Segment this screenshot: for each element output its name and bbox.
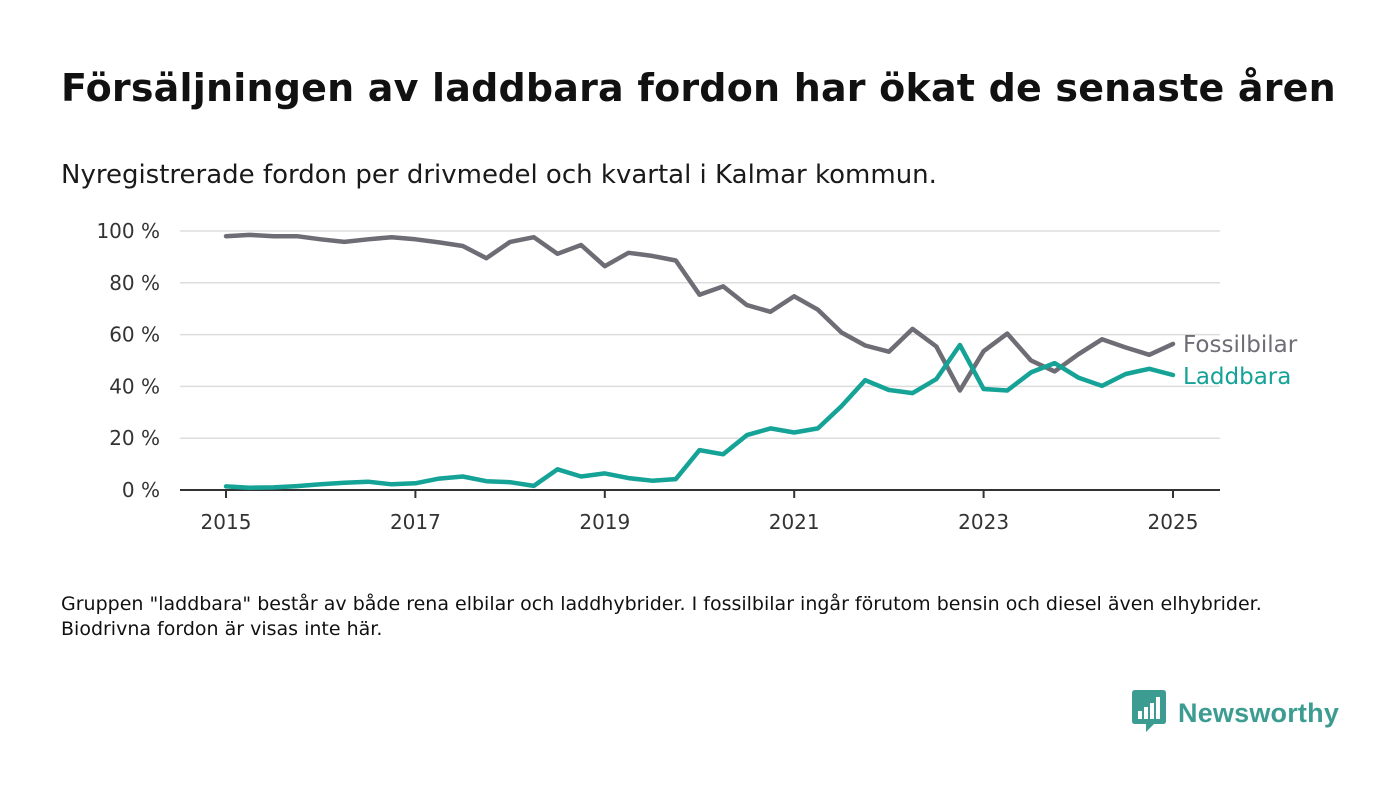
- series-label-fossilbilar: Fossilbilar: [1183, 332, 1298, 358]
- y-tick-label: 80 %: [109, 271, 160, 295]
- line-chart: 0 % 20 % 40 % 60 % 80 % 100 % 2015 2017 2019 202…: [96, 219, 1298, 534]
- y-tick-label: 100 %: [96, 219, 160, 243]
- x-tick-label: 2025: [1148, 510, 1199, 534]
- y-axis-ticks: 0 % 20 % 40 % 60 % 80 % 100 %: [96, 219, 160, 502]
- y-tick-label: 60 %: [109, 323, 160, 347]
- y-tick-label: 40 %: [109, 374, 160, 398]
- x-tick-label: 2019: [579, 510, 630, 534]
- y-tick-label: 0 %: [122, 478, 160, 502]
- x-tick-label: 2015: [201, 510, 252, 534]
- newsworthy-chat-bar-icon: [1132, 690, 1166, 736]
- x-tick-label: 2023: [958, 510, 1009, 534]
- series-line-laddbara: [223, 342, 1176, 490]
- x-axis-ticks: 2015 2017 2019 2021 2023 2025: [201, 490, 1199, 534]
- gridlines: [180, 230, 1220, 439]
- series-lines: [223, 232, 1176, 490]
- chart-subtitle: Nyregistrerade fordon per drivmedel och …: [61, 160, 937, 190]
- series-line-fossilbilar: [223, 232, 1176, 393]
- series-labels: Fossilbilar Laddbara: [1183, 332, 1298, 390]
- brand-name: Newsworthy: [1178, 697, 1340, 728]
- chart-footnote: Gruppen "laddbara" består av både rena e…: [61, 593, 1262, 640]
- chart-title: Försäljningen av laddbara fordon har öka…: [61, 66, 1336, 110]
- x-tick-label: 2021: [769, 510, 820, 534]
- y-tick-label: 20 %: [109, 426, 160, 450]
- series-label-laddbara: Laddbara: [1183, 364, 1291, 390]
- x-tick-label: 2017: [390, 510, 441, 534]
- brand-logo: Newsworthy: [1132, 690, 1339, 736]
